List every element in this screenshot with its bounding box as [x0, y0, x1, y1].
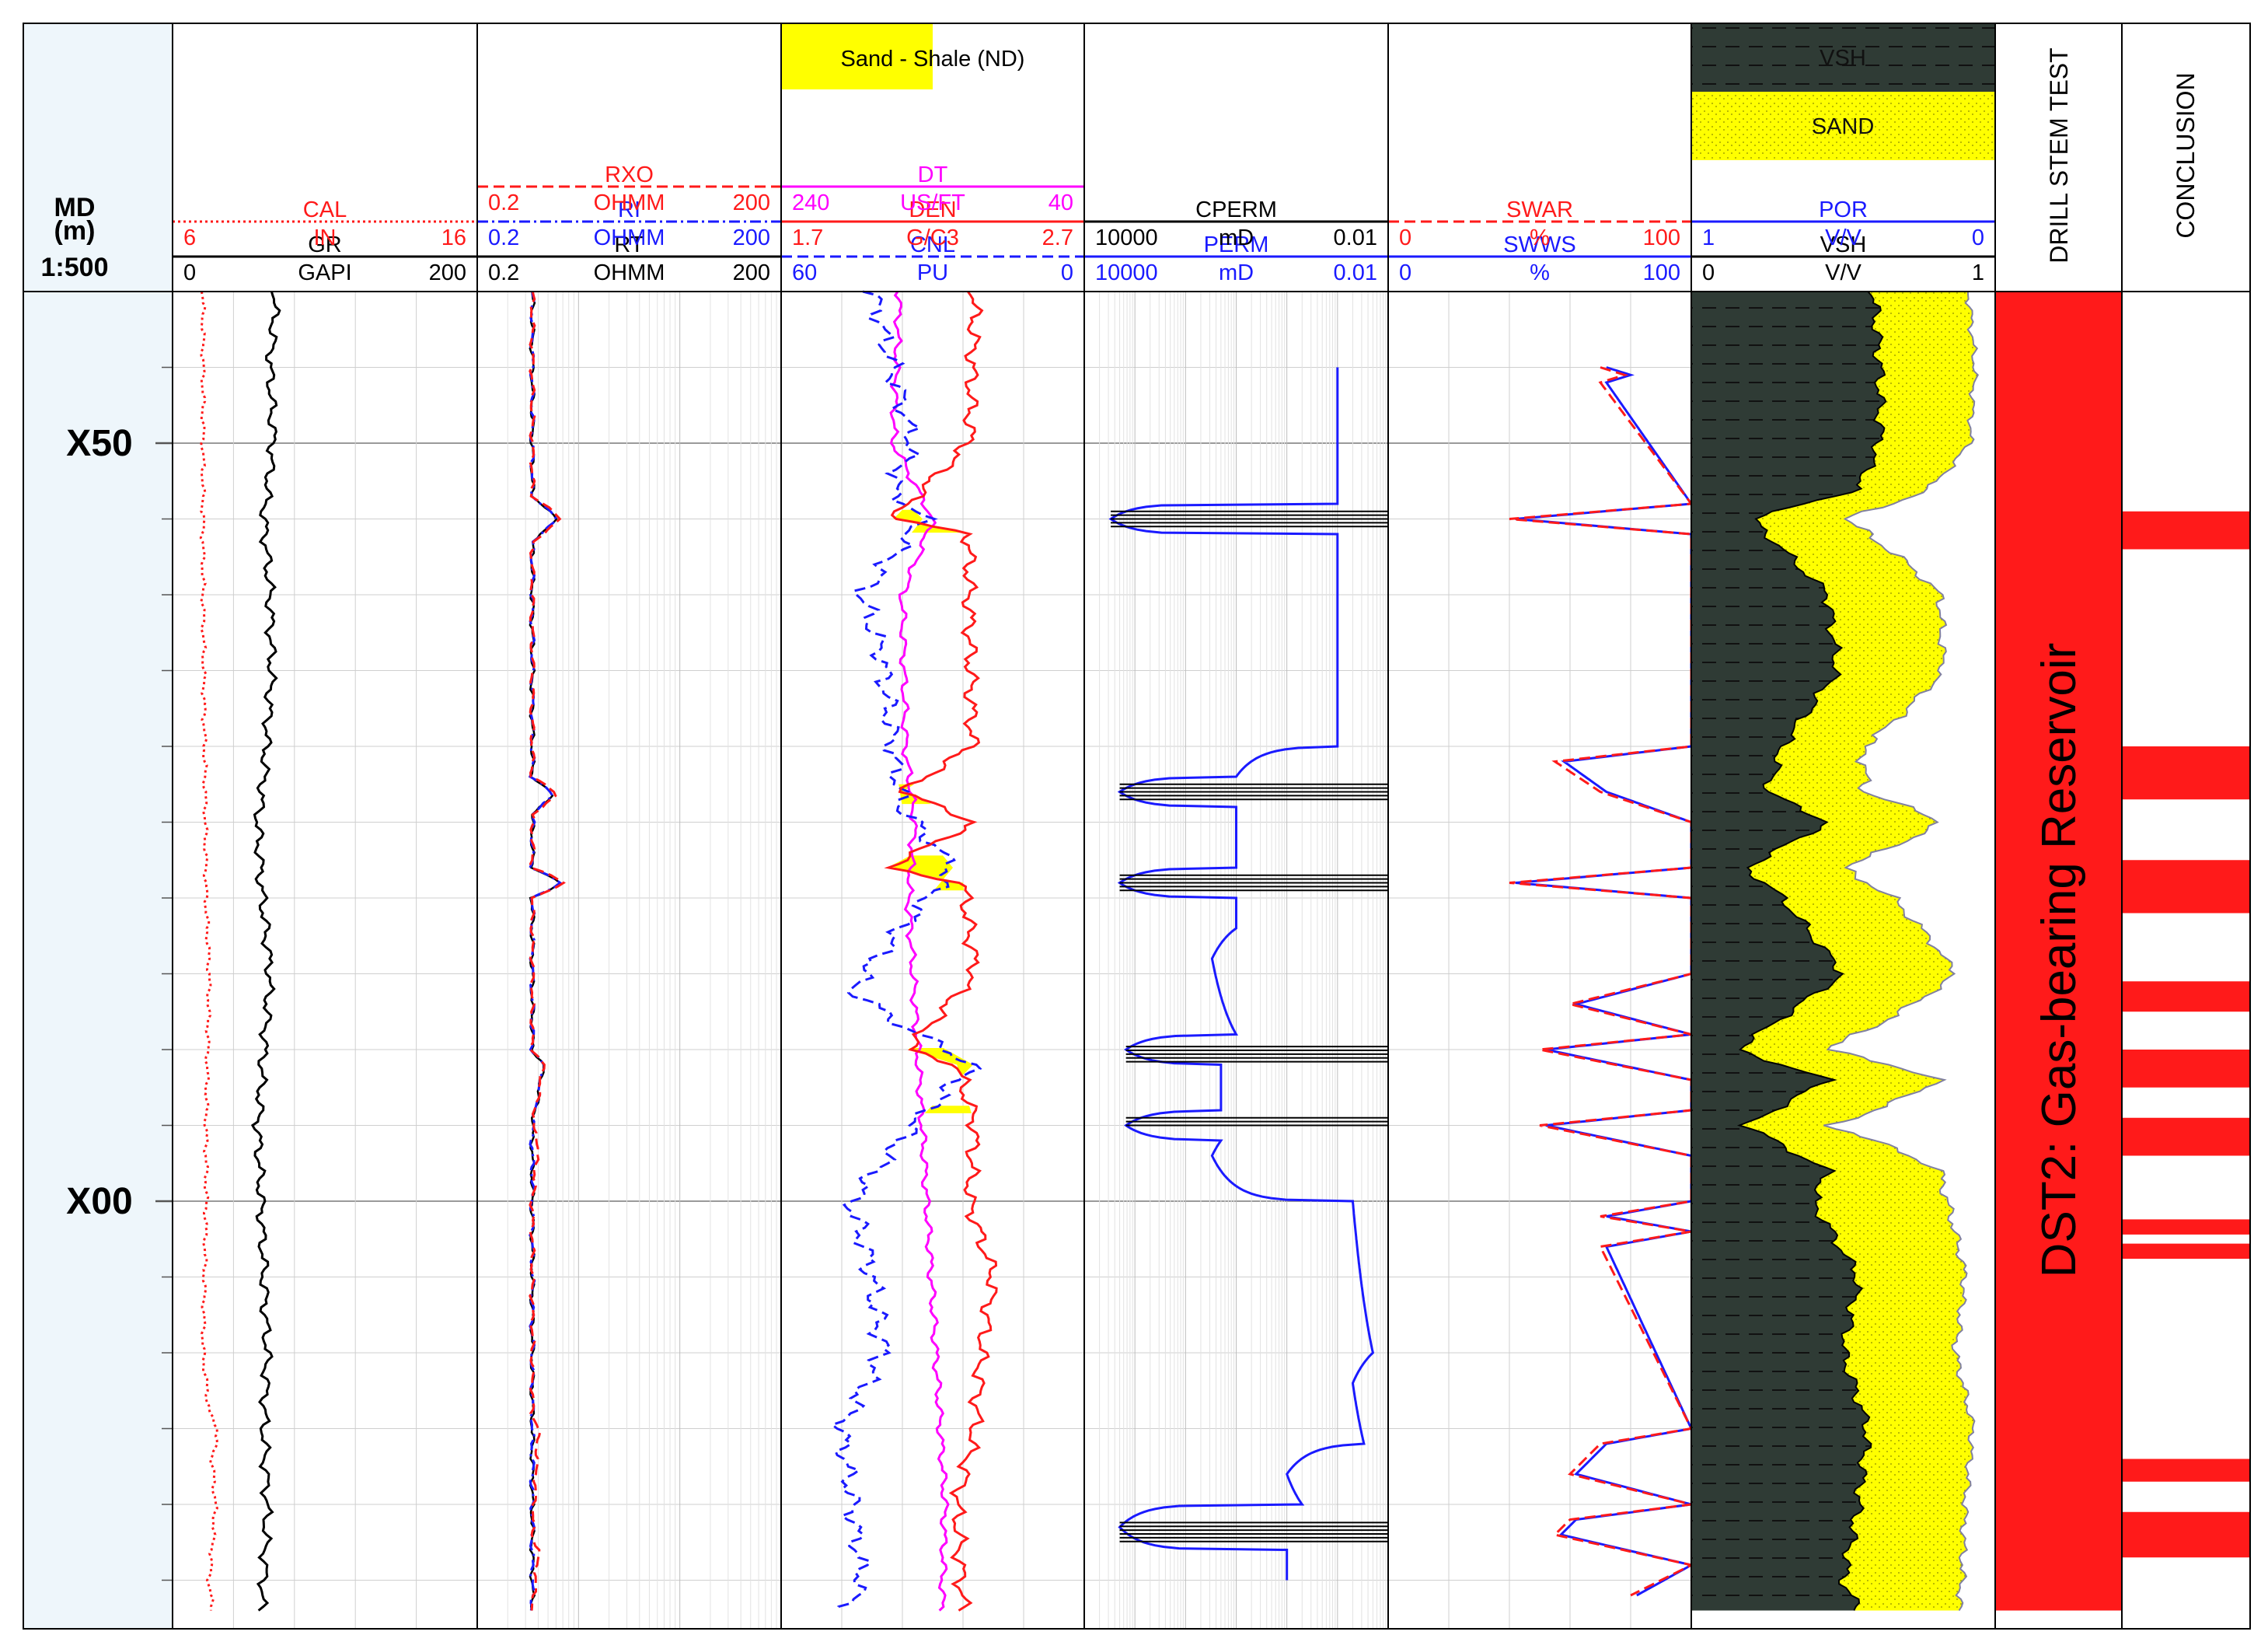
curve-min: 1.7: [792, 225, 823, 250]
curve-min: 10000: [1095, 260, 1158, 285]
curve-name-cnl: CNL: [910, 232, 955, 257]
curve-name-rxo: RXO: [605, 162, 654, 187]
chart-frame: [23, 23, 2251, 1630]
curve-min: 0: [1702, 260, 1715, 285]
curve-min: 0: [1399, 225, 1411, 250]
cnl-curve: [829, 290, 982, 1611]
curve-name-rt: RT: [614, 232, 644, 257]
rt-curve: [529, 291, 562, 1611]
conclusion-interval: [2122, 1117, 2250, 1156]
curve-min: 1: [1702, 225, 1715, 250]
conclusion-interval: [2122, 1459, 2250, 1482]
curve-unit: V/V: [1825, 225, 1862, 250]
curve-unit: %: [1530, 225, 1550, 250]
vsh-fill: [1691, 292, 1886, 1611]
swws-curve: [1515, 366, 1695, 1597]
conclusion-interval: [2122, 746, 2250, 800]
curve-name-den: DEN: [909, 197, 956, 222]
curve-min: 0.2: [488, 225, 519, 250]
curve-max: 200: [733, 225, 770, 250]
curve-unit: OHMM: [594, 190, 665, 215]
curve-max: 0: [1972, 225, 1984, 250]
dst-interval-bar: [1995, 292, 2122, 1611]
dt-curve: [889, 291, 950, 1612]
curve-name-swar: SWAR: [1506, 197, 1573, 222]
curve-name-swws: SWWS: [1503, 232, 1575, 257]
curve-max: 1: [1972, 260, 1984, 285]
curve-unit: %: [1530, 260, 1550, 285]
curve-unit: GAPI: [298, 260, 351, 285]
depth-label-x00: X00: [66, 1181, 132, 1222]
sand-shale-legend-label: Sand - Shale (ND): [841, 47, 1025, 72]
vsh-legend-label: VSH: [1820, 46, 1866, 71]
curve-unit: OHMM: [594, 225, 665, 250]
depth-title: MD: [54, 193, 96, 222]
curve-name-dt: DT: [918, 162, 948, 187]
curve-max: 2.7: [1042, 225, 1073, 250]
curve-max: 200: [733, 190, 770, 215]
depth-scale: 1:500: [41, 253, 109, 282]
curve-max: 100: [1643, 260, 1680, 285]
curve-unit: IN: [314, 225, 337, 250]
curve-min: 6: [183, 225, 196, 250]
curve-name-por: POR: [1819, 197, 1868, 222]
conclusion-header: CONCLUSION: [2172, 72, 2200, 238]
sand-shale-fill: [898, 784, 932, 805]
curve-name-cal: CAL: [303, 197, 347, 222]
curve-max: 100: [1643, 225, 1680, 250]
curve-min: 60: [792, 260, 817, 285]
curve-unit: US/FT: [900, 190, 965, 215]
curve-min: 10000: [1095, 225, 1158, 250]
sand-legend-swatch: [1691, 92, 1995, 160]
conclusion-interval: [2122, 981, 2250, 1012]
curve-min: 0: [1399, 260, 1411, 285]
dst-label: DST2: Gas-bearing Reservoir: [2032, 643, 2086, 1278]
curve-unit: V/V: [1825, 260, 1862, 285]
curve-min: 0.2: [488, 260, 519, 285]
depth-unit: (m): [54, 216, 96, 246]
sand-legend-label: SAND: [1812, 114, 1875, 139]
curve-name-gr: GR: [308, 232, 342, 257]
curve-unit: G/C3: [906, 225, 959, 250]
curve-unit: mD: [1219, 225, 1254, 250]
conclusion-interval: [2122, 1511, 2250, 1558]
curve-max: 40: [1049, 190, 1073, 215]
curve-min: 240: [792, 190, 829, 215]
curve-max: 0.01: [1334, 225, 1377, 250]
curve-min: 0: [183, 260, 196, 285]
perm-curve: [1108, 367, 1375, 1581]
den-curve: [884, 291, 998, 1612]
por-curve: [1823, 291, 1980, 1612]
curve-max: 16: [441, 225, 466, 250]
conclusion-interval: [2122, 860, 2250, 914]
conclusion-interval: [2122, 1243, 2250, 1259]
sand-fill: [1739, 292, 1978, 1611]
curve-max: 200: [733, 260, 770, 285]
cal-curve: [199, 291, 219, 1611]
gr-curve: [250, 291, 281, 1612]
depth-label-x50: X50: [66, 423, 132, 464]
curve-unit: mD: [1219, 260, 1254, 285]
rxo-curve: [529, 291, 566, 1611]
vsh-curve: [1736, 291, 1887, 1611]
curve-unit: PU: [917, 260, 948, 285]
curve-max: 200: [429, 260, 466, 285]
curve-name-ri: RI: [618, 197, 640, 222]
curve-max: 0.01: [1334, 260, 1377, 285]
conclusion-interval: [2122, 511, 2250, 550]
conclusion-interval: [2122, 1219, 2250, 1235]
conclusion-interval: [2122, 1050, 2250, 1088]
sand-shale-legend-swatch: [781, 23, 933, 89]
curve-name-cperm: CPERM: [1195, 197, 1277, 222]
curve-name-perm: PERM: [1204, 232, 1269, 257]
curve-unit: OHMM: [594, 260, 665, 285]
curve-max: 0: [1061, 260, 1073, 285]
sand-shale-fill: [893, 509, 962, 533]
curve-name-vsh: VSH: [1820, 232, 1867, 257]
vsh-legend-swatch: [1691, 23, 1995, 92]
curve-min: 0.2: [488, 190, 519, 215]
dst-header: DRILL STEM TEST: [2045, 47, 2073, 263]
